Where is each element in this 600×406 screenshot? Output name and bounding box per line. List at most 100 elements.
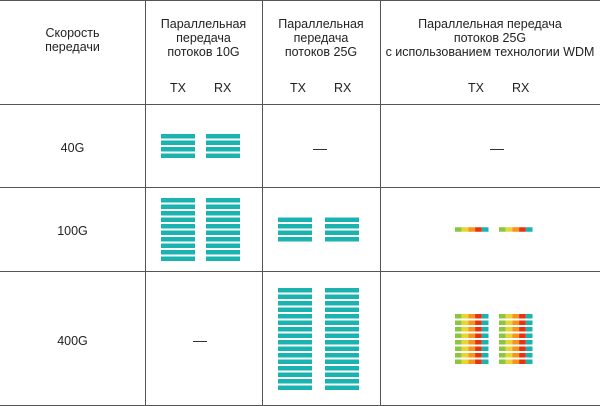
wdm-400G-rx-wdm-segment <box>512 327 520 332</box>
wdm-400G-tx-wdm-segment <box>455 320 462 325</box>
wdm-400G-rx-wdm-segment <box>499 320 506 325</box>
wdm-400G-tx-wdm-segment <box>481 333 489 338</box>
lanes-25g-400G-rx-lane <box>325 320 359 325</box>
lanes-25g-400G-rx-lane <box>325 294 359 299</box>
lanes-10g-100G-rx-lane <box>206 256 240 261</box>
lanes-10g-40G-tx-lane <box>161 147 195 152</box>
wdm-400G-tx-wdm-segment <box>475 340 482 345</box>
lanes-10g-100G-tx-lane <box>161 204 195 209</box>
wdm-400G-rx-wdm-segment <box>519 353 526 358</box>
lanes-25g-400G-tx-lane <box>278 320 312 325</box>
wdm-400G-rx-wdm-segment <box>512 333 520 338</box>
wdm-400G-tx-wdm-segment <box>481 320 489 325</box>
lanes-25g-400G-tx-lane <box>278 366 312 371</box>
wdm-400G-rx-wdm-segment <box>505 346 513 351</box>
na-dash-40g-25g: — <box>313 140 327 156</box>
wdm-400G-rx-wdm-segment <box>519 314 526 319</box>
header-col-10g: Параллельная передача потоков 10G <box>160 17 247 59</box>
lanes-25g-400G-rx-lane <box>325 327 359 332</box>
wdm-400G-tx-wdm-segment <box>475 327 482 332</box>
wdm-400G-tx-wdm-segment <box>455 340 462 345</box>
rx-label-wdm: RX <box>512 81 530 95</box>
lanes-10g-40G-rx-lane <box>206 153 240 158</box>
wdm-400G-rx-wdm-segment <box>505 327 513 332</box>
wdm-400G-tx-wdm-segment <box>461 340 469 345</box>
lanes-25g-400G-rx-lane <box>325 372 359 377</box>
lanes-25g-400G-rx-lane <box>325 314 359 319</box>
lanes-25g-400G-tx-lane <box>278 379 312 384</box>
wdm-400G-tx-wdm-segment <box>468 359 476 364</box>
wdm-400G-tx-wdm-segment <box>475 320 482 325</box>
wdm-400G-tx-wdm-segment <box>461 346 469 351</box>
lanes-25g-400G-rx-lane <box>325 288 359 293</box>
wdm-400G-tx-wdm-segment <box>461 320 469 325</box>
wdm-400G-rx-wdm-segment <box>525 346 533 351</box>
wdm-400G-rx-wdm-segment <box>505 359 513 364</box>
lanes-25g-400G-tx-lane <box>278 301 312 306</box>
wdm-400G-rx-wdm-segment <box>512 353 520 358</box>
wdm-400G-tx-wdm-segment <box>455 314 462 319</box>
lanes-25g-400G-tx-lane <box>278 372 312 377</box>
lanes-25g-400G-rx-lane <box>325 307 359 312</box>
lanes-10g-40G-rx-lane <box>206 140 240 145</box>
lanes-25g-400G-tx-lane <box>278 385 312 390</box>
lanes-10g-100G-tx-lane <box>161 230 195 235</box>
wdm-400G-rx-wdm-segment <box>499 314 506 319</box>
wdm-400G-rx-wdm-segment <box>519 340 526 345</box>
tx-label-wdm: TX <box>468 81 484 95</box>
wdm-400G-tx-wdm-segment <box>455 346 462 351</box>
lanes-10g-40G-tx-lane <box>161 153 195 158</box>
lanes-25g-100G-tx-lane <box>278 217 312 222</box>
lanes-10g-100G-tx-lane <box>161 224 195 229</box>
wdm-400G-tx-wdm-segment <box>481 359 489 364</box>
wdm-400G-tx-wdm-segment <box>468 333 476 338</box>
wdm-400G-rx-wdm-segment <box>499 327 506 332</box>
wdm-100G-rx-wdm-segment <box>525 227 533 232</box>
wdm-400G-tx-wdm-segment <box>455 359 462 364</box>
wdm-400G-rx-wdm-segment <box>499 359 506 364</box>
wdm-400G-rx-wdm-segment <box>505 353 513 358</box>
header-col-wdm: Параллельная передача потоков 25G с испо… <box>385 17 595 59</box>
rx-label-10g: RX <box>214 81 232 95</box>
lanes-10g-40G-rx-lane <box>206 147 240 152</box>
wdm-400G-tx-wdm-segment <box>468 353 476 358</box>
wdm-400G-rx-wdm-segment <box>519 327 526 332</box>
lanes-25g-400G-tx-lane <box>278 359 312 364</box>
wdm-400G-tx-wdm-segment <box>481 340 489 345</box>
tx-label-25g: TX <box>290 81 306 95</box>
wdm-400G-rx-wdm-segment <box>525 333 533 338</box>
lanes-10g-100G-tx-lane <box>161 243 195 248</box>
wdm-400G-rx-wdm-segment <box>519 333 526 338</box>
lanes-10g-100G-rx-lane <box>206 237 240 242</box>
wdm-400G-rx-wdm-segment <box>519 320 526 325</box>
lane-diagrams <box>161 134 533 390</box>
lanes-25g-400G-tx-lane <box>278 314 312 319</box>
wdm-400G-rx-wdm-segment <box>525 340 533 345</box>
lanes-25g-400G-tx-lane <box>278 346 312 351</box>
lanes-25g-400G-tx-lane <box>278 294 312 299</box>
wdm-400G-rx-wdm-segment <box>512 359 520 364</box>
lanes-10g-100G-rx-lane <box>206 243 240 248</box>
lanes-25g-400G-rx-lane <box>325 385 359 390</box>
wdm-100G-rx-wdm-segment <box>499 227 506 232</box>
lanes-10g-100G-rx-lane <box>206 230 240 235</box>
wdm-400G-tx-wdm-segment <box>468 320 476 325</box>
lanes-25g-400G-tx-lane <box>278 288 312 293</box>
wdm-400G-tx-wdm-segment <box>475 353 482 358</box>
wdm-400G-rx-wdm-segment <box>525 353 533 358</box>
lanes-25g-400G-tx-lane <box>278 307 312 312</box>
wdm-400G-rx-wdm-segment <box>512 320 520 325</box>
lanes-10g-100G-rx-lane <box>206 211 240 216</box>
lanes-25g-400G-tx-lane <box>278 340 312 345</box>
wdm-400G-tx-wdm-segment <box>455 353 462 358</box>
lanes-25g-400G-rx-lane <box>325 340 359 345</box>
wdm-400G-rx-wdm-segment <box>519 346 526 351</box>
wdm-400G-tx-wdm-segment <box>461 314 469 319</box>
lanes-25g-400G-rx-lane <box>325 333 359 338</box>
row-speed-40g: 40G <box>60 141 85 155</box>
lanes-25g-100G-tx-lane <box>278 237 312 242</box>
lanes-25g-100G-rx-lane <box>325 237 359 242</box>
wdm-400G-tx-wdm-segment <box>475 346 482 351</box>
wdm-100G-rx-wdm-segment <box>505 227 513 232</box>
lanes-25g-400G-tx-lane <box>278 327 312 332</box>
